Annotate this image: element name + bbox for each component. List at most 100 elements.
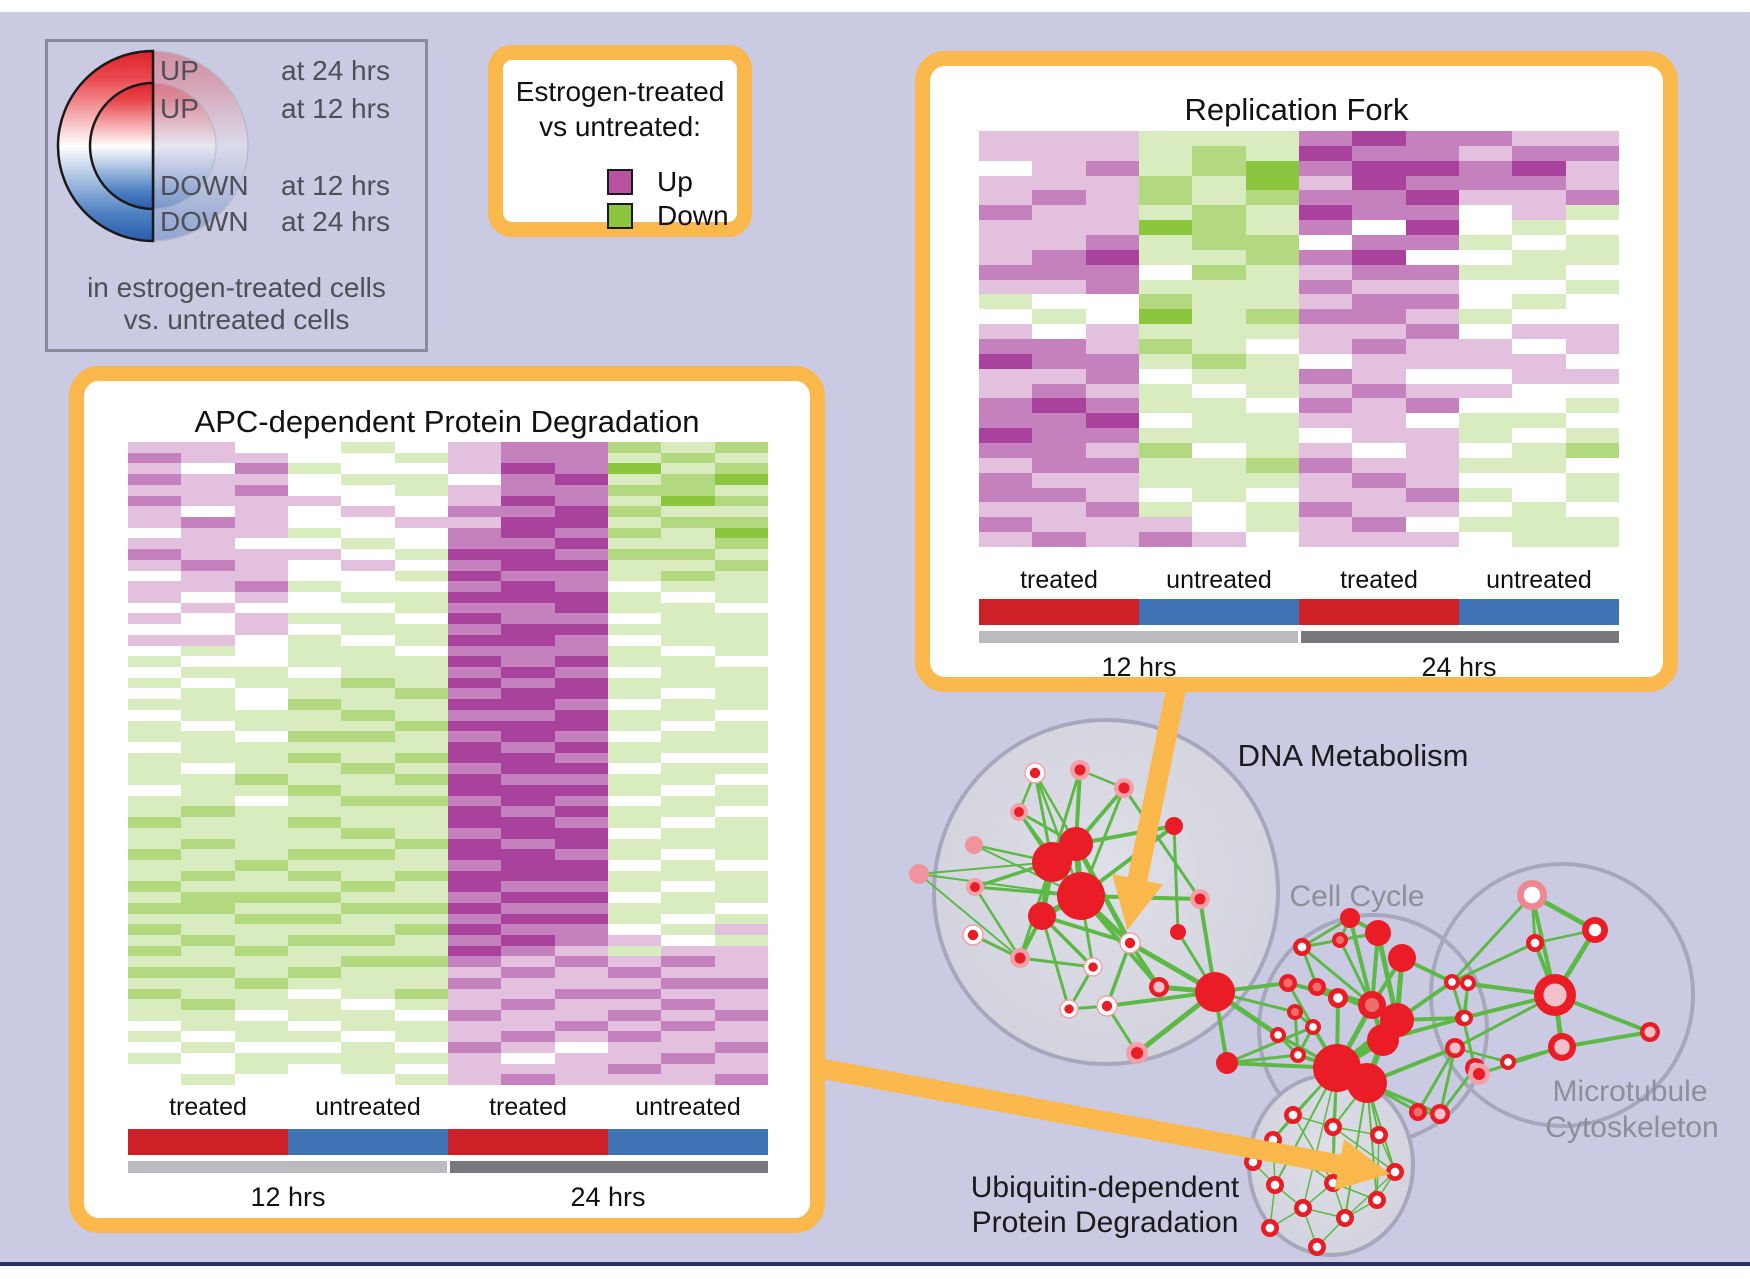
heatmap-cell [554, 1020, 608, 1032]
heatmap-cell [554, 538, 608, 550]
heatmap-cell [287, 463, 342, 475]
heatmap-cell [128, 581, 182, 593]
heatmap-cell [661, 495, 715, 507]
estrogen-legend-title-line2: vs untreated: [539, 111, 701, 142]
heatmap-cell [554, 892, 608, 903]
heatmap-cell [394, 1074, 448, 1085]
heatmap-cell [394, 495, 448, 507]
heatmap-cell [1085, 190, 1139, 206]
heatmap-cell [394, 731, 448, 743]
apc-condition-bars [128, 1129, 768, 1155]
heatmap-cell [661, 806, 715, 818]
heatmap-cell [1458, 353, 1513, 369]
heatmap-cell [607, 1009, 662, 1021]
heatmap-cell [1245, 383, 1299, 399]
heatmap-cell [1565, 472, 1619, 488]
heatmap-cell [1512, 368, 1566, 384]
heatmap-cell [128, 538, 182, 550]
heatmap-cell [447, 838, 502, 850]
heatmap-cell [1192, 472, 1246, 488]
heatmap-cell [1138, 532, 1193, 547]
heatmap-cell [979, 131, 1033, 146]
heatmap-cell [341, 774, 395, 785]
heatmap-cell [1458, 472, 1513, 488]
heatmap-cell [394, 677, 448, 689]
heatmap-cell [661, 924, 715, 935]
heatmap-cell [607, 720, 662, 732]
heatmap-cell [394, 570, 448, 582]
heatmap-cell [661, 527, 715, 539]
heatmap-cell [1352, 190, 1406, 206]
heatmap-cell [979, 532, 1033, 547]
heatmap-cell [714, 1020, 768, 1032]
heatmap-cell [714, 763, 768, 775]
heatmap-cell [394, 752, 448, 764]
heatmap-cell [394, 827, 448, 839]
heatmap-cell [181, 688, 235, 700]
heatmap-cell [554, 988, 608, 1000]
heatmap-cell [128, 774, 182, 785]
heatmap-cell [714, 452, 768, 464]
heatmap-cell [447, 527, 502, 539]
heatmap-cell [341, 474, 395, 485]
heatmap-cell [979, 324, 1033, 339]
heatmap-cell [661, 699, 715, 710]
heatmap-cell [661, 945, 715, 957]
heatmap-cell [341, 634, 395, 646]
heatmap-cell [1405, 353, 1459, 369]
heatmap-cell [1565, 457, 1619, 473]
heatmap-cell [714, 731, 768, 743]
heatmap-cell [714, 1074, 768, 1085]
heatmap-cell [447, 634, 502, 646]
heatmap-cell [181, 634, 235, 646]
heatmap-cell [234, 838, 288, 850]
heatmap-cell [607, 463, 662, 475]
heatmap-cell [1245, 294, 1299, 310]
heatmap-cell [501, 795, 555, 807]
heatmap-cell [341, 849, 395, 860]
heatmap-cell [128, 752, 182, 764]
rf-time-bars [979, 631, 1619, 643]
heatmap-cell [714, 967, 768, 978]
heatmap-cell [714, 827, 768, 839]
heatmap-cell [1405, 487, 1459, 503]
heatmap-cell [287, 624, 342, 635]
heatmap-cell [661, 634, 715, 646]
heatmap-cell [1458, 190, 1513, 206]
heatmap-cell [181, 474, 235, 485]
heatmap-cell [1512, 131, 1566, 146]
heatmap-cell [234, 934, 288, 946]
heatmap-cell [181, 817, 235, 828]
network-edge [1450, 893, 1534, 984]
heatmap-cell [1458, 234, 1513, 250]
heatmap-cell [1352, 472, 1406, 488]
heatmap-cell [287, 849, 342, 860]
network-node-core [1448, 978, 1456, 986]
heatmap-cell [714, 849, 768, 860]
heatmap-cell [1192, 145, 1246, 161]
heatmap-cell [341, 602, 395, 614]
heatmap-cell [661, 517, 715, 528]
network-node-core [1554, 1039, 1570, 1055]
heatmap-cell [554, 870, 608, 882]
network-edge [1226, 1025, 1314, 1065]
apc-heatmap-panel: APC-dependent Protein Degradation treate… [69, 366, 825, 1233]
heatmap-cell [607, 645, 662, 657]
heatmap-cell [181, 549, 235, 560]
heatmap-cell [181, 1009, 235, 1021]
heatmap-cell [394, 463, 448, 475]
heatmap-cell [554, 956, 608, 968]
heatmap-cell [1085, 428, 1139, 443]
heatmap-cell [287, 517, 342, 528]
heatmap-cell [661, 720, 715, 732]
heatmap-cell [1405, 532, 1459, 547]
network-node-core [1298, 1203, 1308, 1213]
down-color-swatch [607, 203, 633, 229]
heatmap-cell [1565, 353, 1619, 369]
condition-bar [1139, 599, 1299, 625]
heatmap-cell [661, 1052, 715, 1064]
heatmap-cell [234, 870, 288, 882]
heatmap-cell [714, 463, 768, 475]
heatmap-cell [181, 506, 235, 518]
time-bar [128, 1161, 447, 1173]
